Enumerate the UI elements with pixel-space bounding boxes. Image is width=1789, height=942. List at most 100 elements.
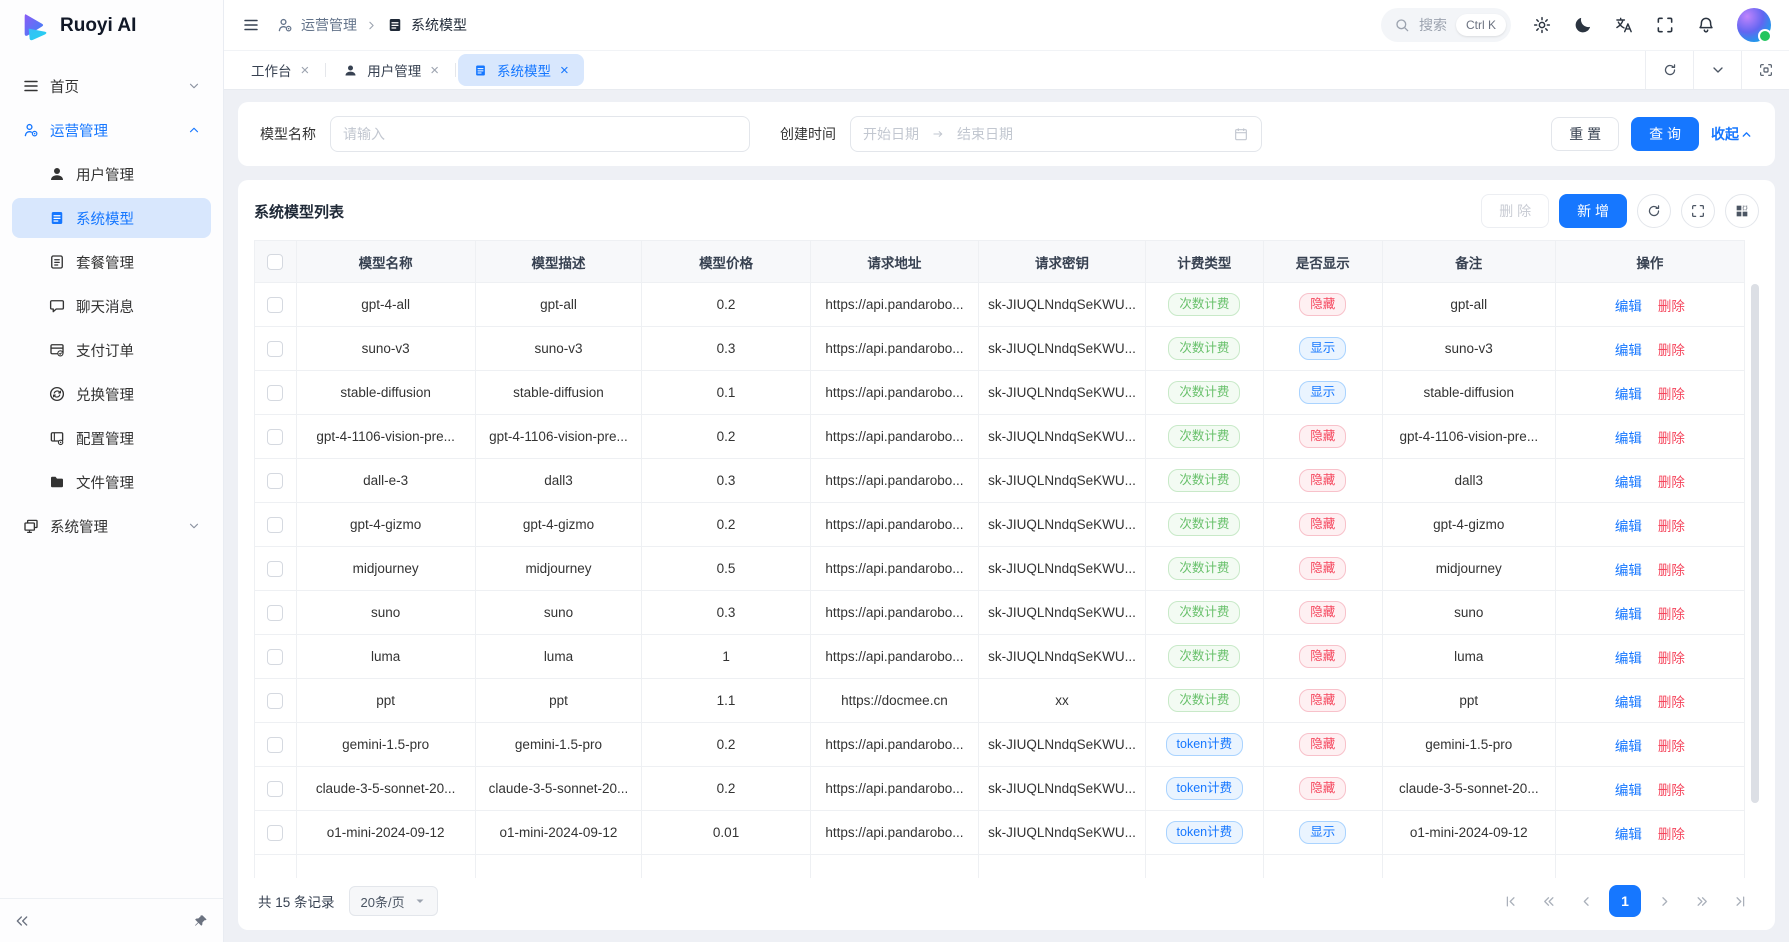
page-last-button[interactable] [1725,886,1755,916]
actions-cell: 编辑 删除 [1554,458,1746,503]
row-checkbox[interactable] [267,780,284,797]
reset-button[interactable]: 重 置 [1551,117,1620,151]
moon-icon[interactable] [1573,15,1593,35]
edit-link[interactable]: 编辑 [1614,650,1642,666]
breadcrumb-item[interactable]: 系统模型 [386,15,467,35]
billing-type-badge: token计费 [1165,732,1244,757]
bell-icon[interactable] [1696,15,1716,35]
add-button[interactable]: 新 增 [1559,194,1627,228]
sidebar-item[interactable]: 支付订单 [12,330,211,370]
row-checkbox[interactable] [267,296,284,313]
row-checkbox-cell [254,722,297,767]
delete-link[interactable]: 删除 [1657,826,1685,842]
collapse-filter-link[interactable]: 收起 [1711,124,1753,144]
delete-button[interactable]: 删 除 [1481,194,1550,228]
sidebar-item[interactable]: 配置管理 [12,418,211,458]
billing-type-badge: 次数计费 [1168,644,1241,669]
page-next5-button[interactable] [1687,886,1717,916]
scrollbar-thumb[interactable] [1751,284,1759,804]
row-checkbox[interactable] [267,516,284,533]
delete-link[interactable]: 删除 [1657,298,1685,314]
delete-link[interactable]: 删除 [1657,386,1685,402]
tabbar-focus-button[interactable] [1741,51,1789,89]
edit-link[interactable]: 编辑 [1614,474,1642,490]
edit-link[interactable]: 编辑 [1614,386,1642,402]
page-next-button[interactable] [1649,886,1679,916]
sidebar-item[interactable]: 套餐管理 [12,242,211,282]
table-row: gpt-4-gizmo gpt-4-gizmo 0.2 https://api.… [254,502,1746,547]
table-grid-button[interactable] [1725,194,1759,228]
sidebar-collapse-button[interactable] [14,913,30,929]
model-desc-cell: ppt [474,678,643,723]
delete-link[interactable]: 删除 [1657,474,1685,490]
delete-link[interactable]: 删除 [1657,562,1685,578]
tab-close-icon[interactable]: × [560,61,569,79]
edit-link[interactable]: 编辑 [1614,518,1642,534]
sidebar-item-label: 配置管理 [76,431,134,448]
sidebar-item[interactable]: 系统管理 [12,506,211,546]
tabbar-chev-down-button[interactable] [1693,51,1741,89]
delete-link[interactable]: 删除 [1657,694,1685,710]
delete-link[interactable]: 删除 [1657,342,1685,358]
sidebar-item[interactable]: 聊天消息 [12,286,211,326]
date-range-picker[interactable]: 开始日期 结束日期 [850,116,1262,152]
table-expand-button[interactable] [1681,194,1715,228]
row-checkbox[interactable] [267,428,284,445]
delete-link[interactable]: 删除 [1657,738,1685,754]
page-prev-button[interactable] [1571,886,1601,916]
breadcrumb-item[interactable]: 运营管理 [276,15,357,35]
select-all-checkbox[interactable] [267,253,284,270]
row-checkbox[interactable] [267,824,284,841]
gear-icon[interactable] [1532,15,1552,35]
delete-link[interactable]: 删除 [1657,430,1685,446]
edit-link[interactable]: 编辑 [1614,562,1642,578]
sidebar-item[interactable]: 系统模型 [12,198,211,238]
menu-toggle-icon[interactable] [242,16,260,34]
delete-link[interactable]: 删除 [1657,650,1685,666]
row-checkbox-cell [254,766,297,811]
avatar[interactable] [1737,8,1772,43]
search-button[interactable]: 查 询 [1631,117,1699,151]
search-input[interactable]: 搜索 Ctrl K [1381,8,1511,42]
page-first-button[interactable] [1495,886,1525,916]
tab-close-icon[interactable]: × [430,61,440,79]
tab-item[interactable]: 工作台 × [236,54,324,86]
sidebar-item[interactable]: 首页 [12,66,211,106]
edit-link[interactable]: 编辑 [1614,826,1642,842]
table-scrollbar[interactable] [1751,284,1759,874]
row-checkbox[interactable] [267,560,284,577]
row-checkbox[interactable] [267,692,284,709]
delete-link[interactable]: 删除 [1657,518,1685,534]
row-checkbox[interactable] [267,736,284,753]
tab-item[interactable]: 用户管理 × [325,54,454,86]
sidebar-item[interactable]: 用户管理 [12,154,211,194]
edit-link[interactable]: 编辑 [1614,342,1642,358]
delete-link[interactable]: 删除 [1657,782,1685,798]
sidebar-item[interactable]: 运营管理 [12,110,211,150]
tab-close-icon[interactable]: × [300,61,310,79]
tab-item[interactable]: 系统模型 × [455,54,584,86]
edit-link[interactable]: 编辑 [1614,606,1642,622]
current-page-button[interactable]: 1 [1609,885,1641,917]
sidebar-item[interactable]: 兑换管理 [12,374,211,414]
delete-link[interactable]: 删除 [1657,606,1685,622]
page-prev5-button[interactable] [1533,886,1563,916]
translate-icon[interactable] [1614,15,1634,35]
edit-link[interactable]: 编辑 [1614,694,1642,710]
sidebar-item[interactable]: 文件管理 [12,462,211,502]
pin-sidebar-button[interactable] [193,913,209,929]
table-refresh-button[interactable] [1637,194,1671,228]
edit-link[interactable]: 编辑 [1614,430,1642,446]
row-checkbox[interactable] [267,648,284,665]
tabbar-refresh-button[interactable] [1645,51,1693,89]
row-checkbox[interactable] [267,340,284,357]
row-checkbox[interactable] [267,472,284,489]
row-checkbox[interactable] [267,384,284,401]
row-checkbox[interactable] [267,604,284,621]
model-name-input[interactable] [330,116,750,152]
edit-link[interactable]: 编辑 [1614,782,1642,798]
edit-link[interactable]: 编辑 [1614,738,1642,754]
page-size-select[interactable]: 20条/页 [348,886,438,916]
expand-icon[interactable] [1655,15,1675,35]
edit-link[interactable]: 编辑 [1614,298,1642,314]
